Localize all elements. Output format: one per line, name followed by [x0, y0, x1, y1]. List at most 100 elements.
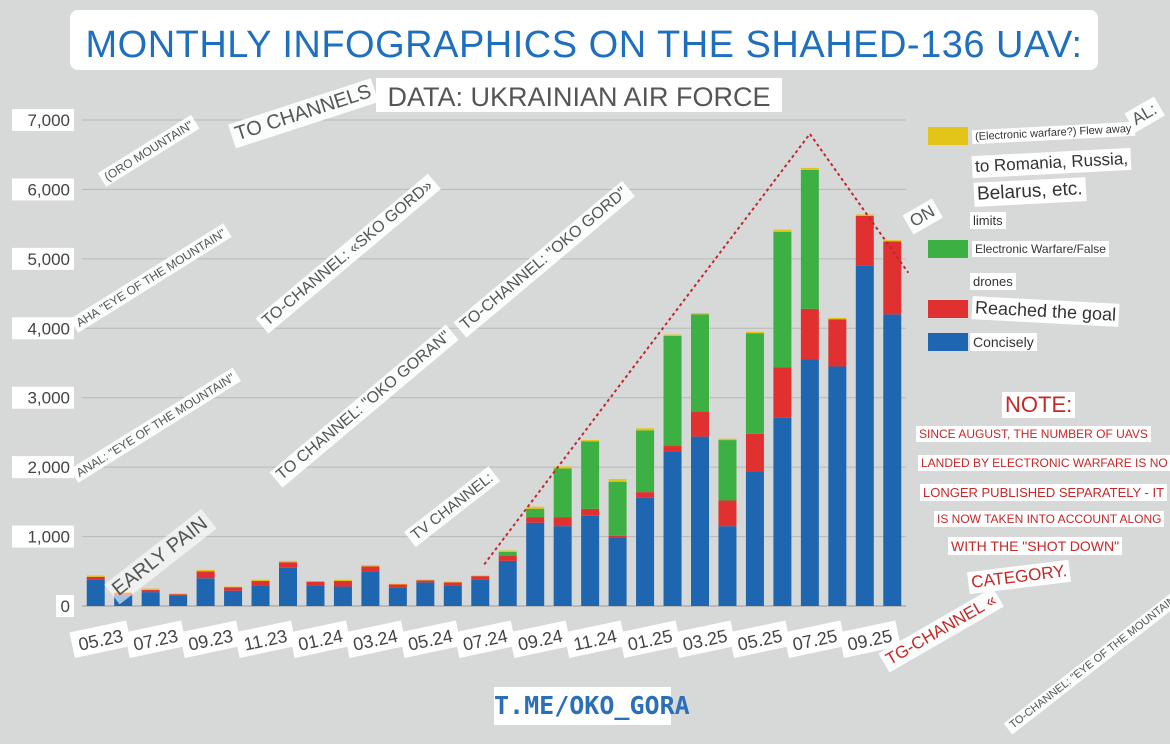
- bar-segment: [663, 445, 682, 452]
- x-tick-group: 05.25: [728, 620, 791, 658]
- x-tick-label-bg: [179, 620, 242, 658]
- y-tick-label-bg: [12, 317, 74, 340]
- bar-segment: [416, 580, 435, 583]
- bar-segment: [800, 167, 819, 170]
- bar-segment: [608, 535, 627, 538]
- bar-segment: [745, 331, 764, 334]
- bar-segment: [86, 579, 105, 606]
- legend-flew-away-line-4: limits: [970, 212, 1006, 229]
- note-line: LONGER PUBLISHED SEPARATELY - IT: [920, 484, 1168, 501]
- x-tick-label-bg: [618, 620, 681, 658]
- bar-segment: [416, 579, 435, 581]
- bar-segment: [800, 359, 819, 606]
- bar-segment: [553, 466, 572, 469]
- bar-segment: [718, 500, 737, 527]
- chart-title: MONTHLY INFOGRAPHICS ON THE SHAHED-136 U…: [85, 24, 1083, 66]
- bar-segment: [636, 428, 655, 431]
- y-tick-label: 1,000: [27, 528, 70, 547]
- bar-segment: [224, 586, 243, 588]
- bar-segment: [855, 265, 874, 606]
- bar-segment: [773, 367, 792, 418]
- bar-segment: [581, 508, 600, 516]
- bar-segment: [691, 313, 709, 315]
- bar-segment: [663, 335, 682, 446]
- bar-segment: [691, 436, 709, 606]
- y-tick-label-bg: [12, 178, 74, 201]
- y-tick-label: 7,000: [27, 111, 70, 130]
- bar-segment: [553, 526, 572, 606]
- bar-segment: [416, 582, 435, 606]
- bar-segment: [141, 588, 160, 591]
- y-tick-label: 2,000: [27, 458, 70, 477]
- bar-segment: [553, 517, 572, 527]
- bar-segment: [196, 578, 215, 606]
- note-title: NOTE:: [1002, 392, 1076, 418]
- subtitle-box: DATA: UKRAINIAN AIR FORCE: [376, 78, 782, 112]
- footer-telegram-link[interactable]: T.ME/OKO_GORA: [494, 687, 690, 725]
- bar-segment: [251, 585, 270, 606]
- bar-segment: [718, 438, 737, 441]
- bar-segment: [883, 240, 902, 242]
- bar-segment: [855, 214, 874, 216]
- bar-segment: [828, 317, 847, 320]
- bar-segment: [224, 590, 243, 606]
- y-tick-label-bg: [12, 247, 74, 270]
- note-line: SINCE AUGUST, THE NUMBER OF UAVS: [916, 426, 1151, 442]
- bar-segment: [800, 308, 819, 360]
- bar-segment: [333, 586, 352, 606]
- bar-segment: [718, 526, 737, 606]
- x-tick-group: 07.23: [124, 620, 187, 658]
- x-tick-group: 05.24: [399, 620, 462, 658]
- bar-segment: [745, 333, 764, 434]
- legend-electronic-warfare-line-1: Electronic Warfare/False: [972, 241, 1109, 257]
- bar-segment: [251, 581, 270, 586]
- x-tick-label-bg: [673, 620, 736, 658]
- x-tick-label-bg: [783, 620, 846, 658]
- bar-segment: [86, 576, 105, 580]
- legend-swatch-electronic-warfare: [928, 240, 968, 258]
- x-tick-group: 05.23: [69, 620, 132, 658]
- x-tick-label-bg: [728, 620, 791, 658]
- y-tick-label: 4,000: [27, 319, 70, 338]
- legend-electronic-warfare-line-2: drones: [970, 273, 1016, 290]
- x-tick-label-bg: [399, 620, 462, 658]
- y-tick-label: 6,000: [27, 180, 70, 199]
- bar-segment: [526, 517, 545, 523]
- note-line: LANDED BY ELECTRONIC WARFARE IS NO: [918, 455, 1170, 471]
- bar-segment: [224, 587, 243, 591]
- bar-segment: [581, 515, 600, 606]
- bar-segment: [361, 571, 380, 606]
- bar-segment: [855, 215, 874, 266]
- y-tick-label: 0: [61, 597, 70, 616]
- bar-segment: [663, 451, 682, 606]
- y-tick-label: 5,000: [27, 250, 70, 269]
- bar-segment: [306, 581, 325, 586]
- bar-segment: [581, 441, 600, 509]
- bar-segment: [608, 478, 627, 482]
- y-tick-label-bg: [12, 109, 74, 131]
- bar-segment: [361, 566, 380, 572]
- bar-segment: [333, 581, 352, 587]
- bar-segment: [141, 592, 160, 606]
- bar-segment: [526, 508, 545, 518]
- x-tick-label-bg: [563, 620, 627, 658]
- y-tick-label-bg: [12, 456, 74, 479]
- bar-segment: [251, 579, 270, 582]
- bar-segment: [745, 433, 764, 473]
- x-tick-group: 11.24: [563, 620, 627, 658]
- x-tick-label-bg: [69, 620, 132, 658]
- x-tick-label-bg: [234, 620, 297, 658]
- bar-segment: [279, 562, 297, 568]
- x-tick-label-bg: [454, 620, 517, 658]
- legend-swatch-concisely: [928, 333, 968, 351]
- bar-segment: [443, 581, 462, 583]
- x-axis-ticks: 05.23 07.23 09.23 11.23 01.24 03.24 05.24 07.24…: [69, 620, 901, 658]
- bar-segment: [306, 581, 325, 582]
- y-tick-label: 3,000: [27, 389, 70, 408]
- title-box: MONTHLY INFOGRAPHICS ON THE SHAHED-136 U…: [70, 10, 1098, 70]
- bar-segment: [361, 565, 380, 567]
- bar-segment: [388, 587, 407, 606]
- bar-segment: [608, 481, 627, 536]
- bar-segment: [86, 575, 105, 577]
